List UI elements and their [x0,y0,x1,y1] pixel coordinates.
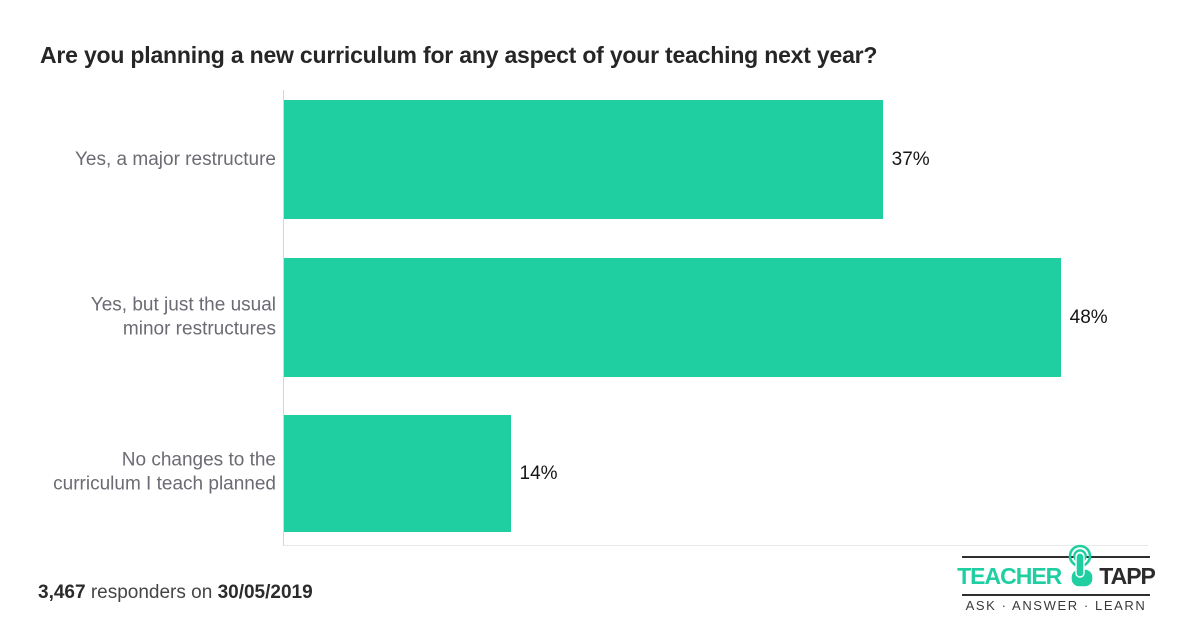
footer-text: 3,467 responders on 30/05/2019 [38,582,313,604]
category-label-no-changes: No changes to the curriculum I teach pla… [53,449,276,495]
plot-area: 37% 48% 14% [283,90,1148,546]
logo-teacher-text: TEACHER [957,562,1062,589]
bar-row: 48% [284,258,1148,377]
bar-minor-restructures [284,258,1061,377]
value-label: 48% [1069,306,1108,328]
logo-tagline: ASK · ANSWER · LEARN [965,598,1147,613]
category-label-minor-restructures: Yes, but just the usual minor restructur… [90,294,276,340]
responders-label: responders on [90,582,213,603]
value-label: 14% [519,462,558,484]
logo-bottom-rule [962,594,1150,596]
logo-tapp-text: TAPP [1099,562,1156,589]
bar-row: 37% [284,100,1148,219]
responders-count: 3,467 [38,582,86,603]
value-label: 37% [891,148,930,170]
teacher-tapp-logo: TEACHER TAPP ASK · ANSWER · LEARN [957,544,1156,613]
survey-date: 30/05/2019 [217,582,313,603]
logo-top-rule [962,556,1150,558]
bar-no-changes [284,415,511,532]
chart-title: Are you planning a new curriculum for an… [40,42,878,68]
tap-finger-icon [1068,544,1094,588]
category-label-major-restructure: Yes, a major restructure [75,148,276,170]
bar-row: 14% [284,415,1148,532]
bar-major-restructure [284,100,883,219]
